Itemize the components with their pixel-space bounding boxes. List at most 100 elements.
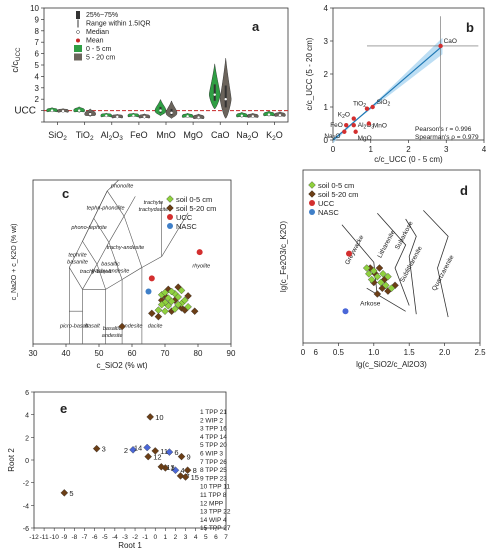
panel-c-field-line [69,310,83,344]
panel-a-letter: a [252,19,260,34]
panel-d-xlabel: lg(c_SiO2/c_Al2O3) [356,360,427,369]
panel-b-ytick-label: 1 [324,103,329,112]
panel-e-list-item: 6 WIP 3 [200,451,223,458]
panel-c-field-label: phono-tephrite [70,225,106,231]
panel-c-soil-0-5-point [181,296,189,305]
panel-a-median [132,114,135,117]
panel-e-point-label: 6 [174,448,178,457]
panel-d-soil-0-5-point [370,267,378,275]
panel-c-field-label: trachy-andesite [107,245,145,251]
panel-a-median [240,114,244,117]
panel-c-xtick-label: 50 [95,349,104,358]
panel-d-ylabel: lg(c_Fe2O3/c_K2O) [279,221,288,292]
panel-b-xtick-label: 4 [482,145,487,154]
panel-d-frame [302,169,481,344]
panel-c-legend-icon [167,214,173,220]
panel-e-list-item: 5 TPP 20 [200,442,227,449]
panel-b-spearman: Spearman's ρ = 0.979 [415,134,479,141]
panel-c-field-label: basaltic [101,261,120,267]
panel-e-point-label: 2 [124,446,128,455]
panel-b-ytick-label: 2 [324,70,329,79]
panel-b-ytick-label: 0 [324,136,329,145]
panel-e-list-item: 4 TPP 14 [200,434,227,441]
panel-c-soil-5-20-point [184,292,192,300]
panel-c-field-label: rhyolite [192,263,210,269]
panel-d-nasc-point [342,308,349,315]
panel-e-xtick-label: -6 [92,534,98,541]
panel-e-point-label: 5 [69,489,73,498]
panel-a-ytick-label: 8 [35,27,40,36]
panel-c-legend-icon [167,223,173,229]
panel-d-xtick-label: 2.0 [439,348,451,357]
panel-c-xlabel: c_SiO2 (% wt) [96,361,147,370]
panel-c-field-label: basalt [85,324,100,330]
panel-e-xtick-label: 4 [194,534,198,541]
panel-e-point [165,448,174,456]
panel-e-xtick-label: -7 [82,534,88,541]
panel-b-point [342,129,347,134]
panel-d-xtick-label: 2.5 [474,348,486,357]
panel-b-point-label: MnO [373,123,387,130]
panel-c-soil-5-20-point [148,309,156,318]
panel-b-letter: b [466,20,474,35]
panel-a-legend-mean-icon [76,38,80,43]
panel-e-point-label: 13 [166,463,174,472]
panel-c-soil-0-5-point [177,286,186,295]
panel-a-ytick-label: 10 [30,4,39,13]
panel-e-list-item: 14 WIP 4 [200,517,227,524]
panel-d-soil-0-5-point [373,272,382,281]
panel-d-xtick-label: 1.0 [368,348,380,357]
panel-c-field-line [82,190,108,242]
panel-b-point-label: Na2O [324,133,340,142]
panel-e-point [144,452,152,461]
panel-c-field-label: picro-basalt [59,324,89,330]
panel-d-field-label: Litharenite [376,229,397,259]
panel-a-median [105,114,108,117]
panel-d-legend-icon [309,209,315,215]
panel-e-point [181,473,190,481]
panel-a-xtick-label: MgO [183,130,203,140]
panel-c-field-label: phonolite [110,184,133,190]
panel-d-soil-0-5-point [379,270,387,278]
panel-c-soil-0-5-point [171,305,179,313]
panel-e-list-item: 10 TPP 11 [200,484,230,491]
panel-a-median [159,109,162,112]
panel-c-xtick-label: 30 [29,349,38,358]
panel-c-field-line [121,266,143,344]
panel-a-median [143,115,146,119]
panel-b-point [353,129,358,134]
panel-c-field-label: trachy-andesite [92,268,130,274]
panel-e-xtick-label: -12 [29,534,39,541]
panel-e-point [176,472,185,480]
panel-b-ytick-label: 3 [324,37,329,46]
panel-a-legend-swatch [74,45,82,52]
panel-a-ytick-label: 4 [35,72,40,81]
panel-e-point [92,444,101,453]
panel-a-median [267,113,271,116]
panel-e-xtick-label: 2 [174,534,178,541]
panel-e-xtick-label: -2 [132,534,138,541]
panel-a-median [278,113,282,117]
panel-a-ytick-label: 2 [35,95,40,104]
panel-d-legend-icon [309,200,315,206]
panel-a-legend-label: 5 - 20 cm [86,55,115,62]
panel-b-pearson: Pearson's r = 0.996 [415,126,472,133]
panel-a-ytick-label: 5 [35,61,40,70]
panel-a-xtick-label: TiO2 [76,130,94,142]
panel-c-field-line [93,218,110,243]
panel-d-xtick-label: 1.5 [404,348,416,357]
panel-e-xtick-label: -5 [102,534,108,541]
panel-c-field-label: trachydacite [139,207,169,213]
panel-e-point [183,466,192,474]
panel-e-point [157,463,166,471]
panel-a-xtick-label: K2O [266,130,283,142]
panel-a-legend-label: Range within 1.5IQR [86,21,151,28]
panel-e-point-label: 15 [191,473,199,482]
panel-e-point [146,413,154,421]
panel-e-xtick-label: -3 [122,534,128,541]
panel-c-field-label: basanite [67,260,88,266]
panel-e-ytick-label: -2 [23,481,29,488]
panel-e-list-item: 7 TPP 26 [200,459,227,466]
panel-a-ylabel: c/cUCC [10,47,22,73]
panel-c-field-label: trachy-basalt [80,269,112,275]
